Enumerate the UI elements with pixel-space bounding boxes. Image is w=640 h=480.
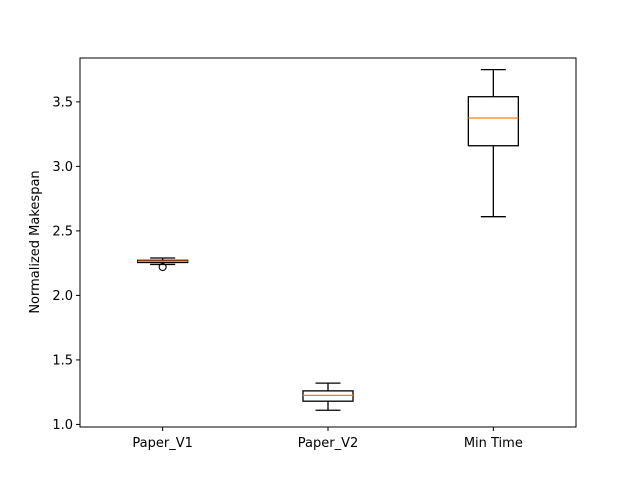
y-axis-label: Normalized Makespan (28, 170, 43, 313)
x-tick-label: Min Time (464, 436, 523, 451)
y-tick-label: 1.0 (52, 418, 73, 433)
x-tick-label: Paper_V1 (132, 436, 192, 451)
outlier-point (158, 262, 167, 272)
x-tick-label: Paper_V2 (298, 436, 358, 451)
plot-layer: 1.0 1.5 2.0 2.5 3.0 3.5 Paper_V1 Paper_V2 Min Ti… (52, 57, 577, 451)
y-tick-label: 3.5 (52, 95, 73, 110)
y-tick-label: 1.5 (52, 353, 73, 368)
y-tick-label: 3.0 (52, 160, 73, 175)
box-iqr (467, 96, 519, 147)
y-tick-label: 2.0 (52, 289, 73, 304)
y-tick-label: 2.5 (52, 224, 73, 239)
